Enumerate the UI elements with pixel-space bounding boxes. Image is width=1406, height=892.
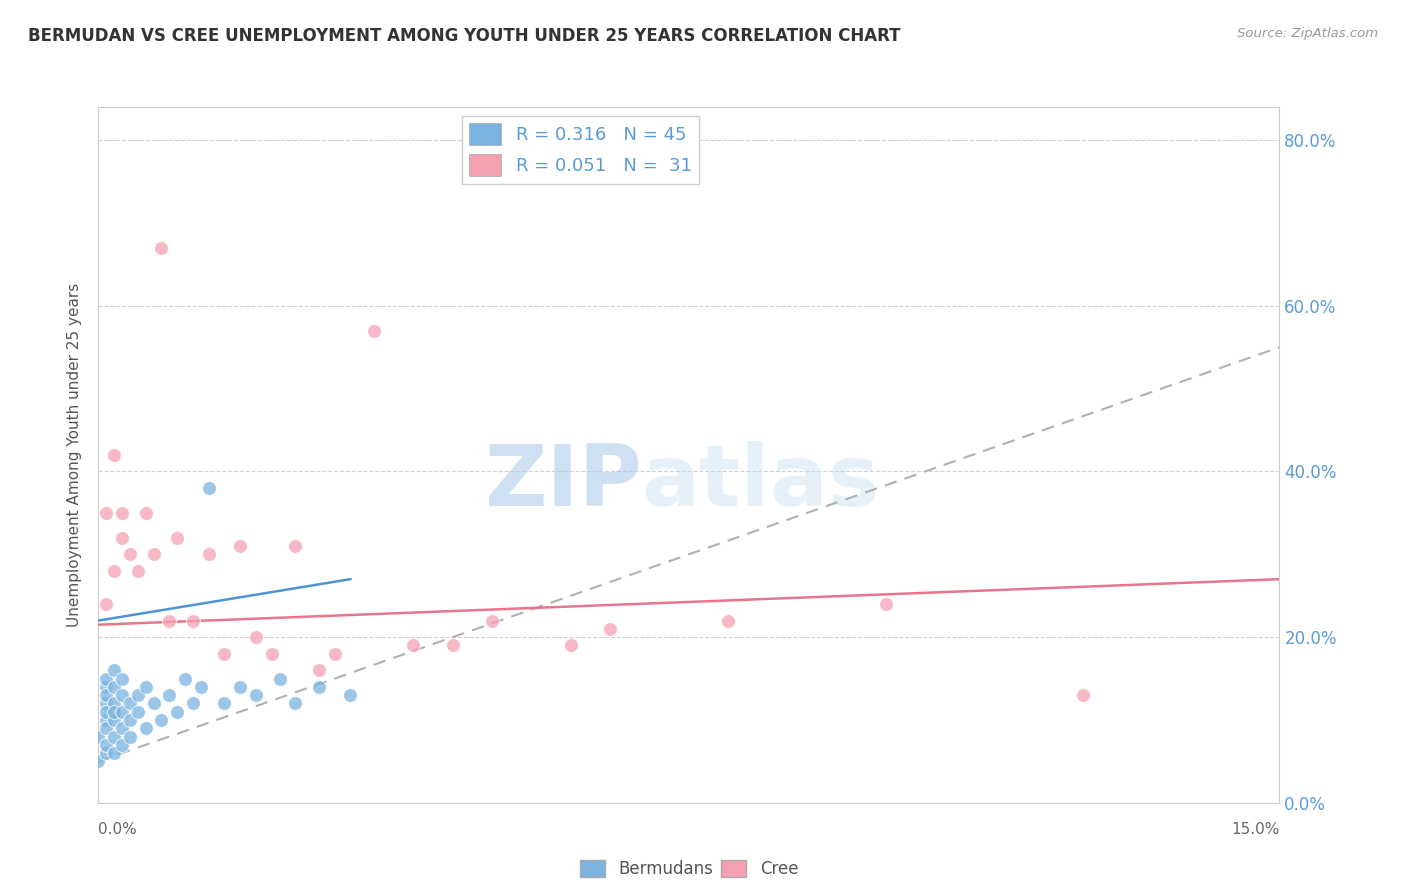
Point <box>174 672 197 686</box>
Text: 0.0%: 0.0% <box>98 822 138 837</box>
Y-axis label: Unemployment Among Youth under 25 years: Unemployment Among Youth under 25 years <box>67 283 83 627</box>
Point <box>214 697 236 711</box>
Point <box>157 688 180 702</box>
Point <box>245 688 267 702</box>
Point <box>284 539 307 553</box>
Point <box>118 697 141 711</box>
Point <box>96 597 118 611</box>
Point <box>323 647 346 661</box>
Point <box>96 705 118 719</box>
Point <box>214 647 236 661</box>
Point <box>135 721 157 735</box>
Point <box>127 705 149 719</box>
Point <box>96 738 118 752</box>
Point <box>197 547 219 561</box>
Point <box>103 713 125 727</box>
Point <box>118 547 141 561</box>
Point <box>96 713 118 727</box>
Point <box>269 672 291 686</box>
Text: 15.0%: 15.0% <box>1232 822 1279 837</box>
Point <box>229 539 252 553</box>
Point <box>111 705 134 719</box>
Point <box>96 746 118 760</box>
Text: BERMUDAN VS CREE UNEMPLOYMENT AMONG YOUTH UNDER 25 YEARS CORRELATION CHART: BERMUDAN VS CREE UNEMPLOYMENT AMONG YOUT… <box>28 27 901 45</box>
Point <box>127 564 149 578</box>
Point <box>103 448 125 462</box>
Point <box>111 738 134 752</box>
Point <box>111 506 134 520</box>
Point <box>127 688 149 702</box>
Point <box>308 680 330 694</box>
Point <box>87 730 110 744</box>
Point <box>260 647 283 661</box>
Text: Source: ZipAtlas.com: Source: ZipAtlas.com <box>1237 27 1378 40</box>
Point <box>111 721 134 735</box>
Point <box>103 705 125 719</box>
Point <box>197 481 219 495</box>
Point <box>103 730 125 744</box>
Point <box>1071 688 1094 702</box>
Point <box>150 241 173 255</box>
Point <box>111 531 134 545</box>
Point <box>103 680 125 694</box>
Point <box>103 663 125 677</box>
Point <box>402 639 425 653</box>
Legend: Bermudans, Cree: Bermudans, Cree <box>574 854 804 885</box>
Point <box>87 755 110 769</box>
Point <box>560 639 582 653</box>
Point <box>111 672 134 686</box>
Point <box>142 547 165 561</box>
Point <box>875 597 897 611</box>
Point <box>166 705 188 719</box>
Point <box>190 680 212 694</box>
Point <box>441 639 464 653</box>
Point <box>118 730 141 744</box>
Point <box>181 697 204 711</box>
Text: ZIP: ZIP <box>484 442 641 524</box>
Point <box>363 324 385 338</box>
Point <box>135 506 157 520</box>
Point <box>118 713 141 727</box>
Point <box>308 663 330 677</box>
Point <box>245 630 267 644</box>
Point <box>103 746 125 760</box>
Point <box>96 680 118 694</box>
Point <box>96 721 118 735</box>
Point <box>103 564 125 578</box>
Point <box>135 680 157 694</box>
Point <box>181 614 204 628</box>
Point <box>103 697 125 711</box>
Text: atlas: atlas <box>641 442 880 524</box>
Point <box>284 697 307 711</box>
Point <box>96 697 118 711</box>
Point <box>142 697 165 711</box>
Point <box>229 680 252 694</box>
Point <box>157 614 180 628</box>
Point <box>96 672 118 686</box>
Point <box>339 688 361 702</box>
Point <box>717 614 740 628</box>
Point <box>150 713 173 727</box>
Point <box>481 614 503 628</box>
Point <box>96 506 118 520</box>
Point <box>599 622 621 636</box>
Point <box>96 688 118 702</box>
Point <box>166 531 188 545</box>
Point <box>111 688 134 702</box>
